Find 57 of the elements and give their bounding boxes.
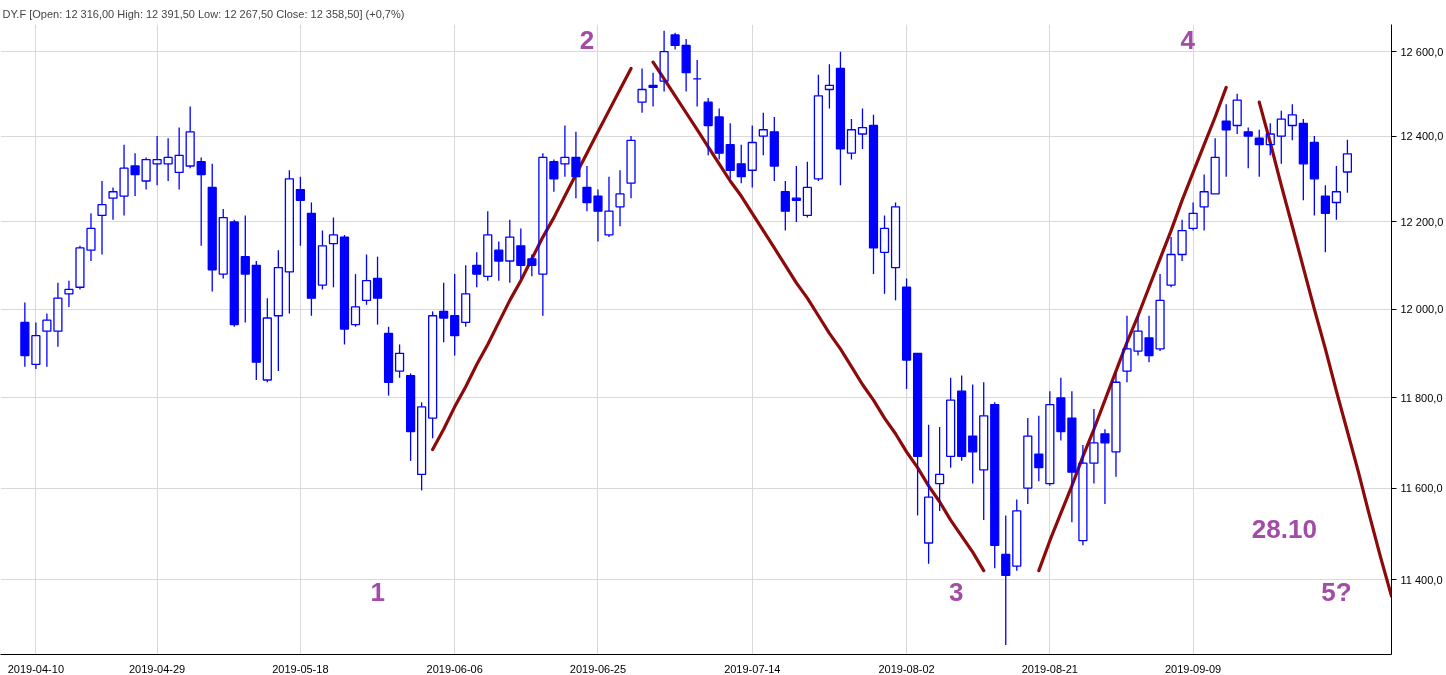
x-tick-label: 2019-07-14 <box>724 662 781 675</box>
candlestick <box>64 280 74 308</box>
y-tick-label: 11 400,0 <box>1400 573 1443 586</box>
y-tick-label: 11 800,0 <box>1400 391 1443 404</box>
y-tick-label: 12 400,0 <box>1400 130 1444 143</box>
x-tick-label: 2019-04-29 <box>128 662 186 675</box>
candlestick <box>979 381 989 521</box>
y-tick-label: 12 200,0 <box>1400 215 1444 228</box>
annotation: 28.10 <box>1251 513 1317 544</box>
candlestick <box>163 137 173 182</box>
x-tick-label: 2019-04-10 <box>7 662 65 675</box>
y-tick-label: 12 600,0 <box>1400 45 1444 58</box>
candlestick <box>681 38 691 93</box>
x-tick-label: 2019-05-18 <box>272 662 329 675</box>
line-series <box>431 66 633 452</box>
x-tick-label: 2019-08-02 <box>878 662 935 675</box>
candlestick <box>923 424 934 565</box>
y-tick-label: 11 600,0 <box>1400 482 1443 495</box>
annotation: 1 <box>370 576 385 607</box>
candlestick <box>659 30 669 93</box>
candlestick <box>968 383 978 485</box>
x-tick-label: 2019-08-21 <box>1021 662 1078 675</box>
annotation: 3 <box>949 576 964 607</box>
candlestick <box>824 63 835 110</box>
line-series <box>651 60 986 573</box>
candlestick <box>1056 377 1066 442</box>
x-tick-label: 2019-06-06 <box>426 662 483 675</box>
candlestick <box>637 67 647 114</box>
candlestick <box>439 282 449 343</box>
candlestick <box>1089 408 1099 485</box>
candlestick <box>97 180 107 256</box>
annotation: 5? <box>1321 576 1352 607</box>
candlestick <box>372 255 383 326</box>
x-tick-label: 2019-06-25 <box>569 662 627 675</box>
annotation: 4 <box>1180 25 1196 56</box>
candlestick <box>648 71 658 108</box>
candlestick <box>207 163 217 293</box>
candlestick <box>1188 201 1198 232</box>
candlestick <box>31 321 41 370</box>
candlestick <box>1001 514 1011 646</box>
annotation: 2 <box>579 25 595 56</box>
candlestick <box>240 214 250 324</box>
candlestick <box>20 301 30 368</box>
candlestick <box>450 273 460 357</box>
y-tick-label: 12 000,0 <box>1400 303 1444 316</box>
candlestick <box>935 426 945 512</box>
candlestick <box>626 135 636 199</box>
candlestick <box>1177 219 1187 262</box>
x-tick-label: 2019-09-09 <box>1164 662 1222 675</box>
candlestick <box>1199 173 1209 232</box>
candlestick <box>615 169 625 227</box>
chart-title: DY.F [Open: 12 316,00 High: 12 391,50 Low: 12 267,50 Close: 12 358,50] (+0,7%) <box>2 7 405 20</box>
candlestick <box>538 152 548 317</box>
line-series <box>1037 85 1228 573</box>
candlestick <box>1067 390 1077 523</box>
candlestick <box>1078 444 1088 546</box>
candlestick <box>791 165 801 223</box>
